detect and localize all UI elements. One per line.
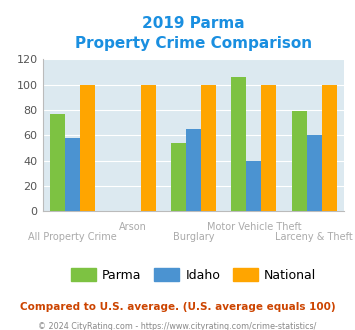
- Bar: [65, 138, 80, 211]
- Bar: [322, 85, 337, 211]
- Text: Arson: Arson: [119, 222, 147, 232]
- Bar: [80, 85, 95, 211]
- Text: All Property Crime: All Property Crime: [28, 232, 117, 243]
- Bar: [171, 143, 186, 211]
- Bar: [291, 111, 307, 211]
- Legend: Parma, Idaho, National: Parma, Idaho, National: [66, 263, 321, 287]
- Text: Burglary: Burglary: [173, 232, 214, 243]
- Bar: [141, 85, 156, 211]
- Text: Larceny & Theft: Larceny & Theft: [275, 232, 353, 243]
- Text: Motor Vehicle Theft: Motor Vehicle Theft: [207, 222, 301, 232]
- Bar: [201, 85, 216, 211]
- Title: 2019 Parma
Property Crime Comparison: 2019 Parma Property Crime Comparison: [75, 16, 312, 51]
- Bar: [246, 161, 261, 211]
- Bar: [186, 129, 201, 211]
- Bar: [50, 114, 65, 211]
- Text: © 2024 CityRating.com - https://www.cityrating.com/crime-statistics/: © 2024 CityRating.com - https://www.city…: [38, 322, 317, 330]
- Bar: [307, 135, 322, 211]
- Bar: [231, 77, 246, 211]
- Text: Compared to U.S. average. (U.S. average equals 100): Compared to U.S. average. (U.S. average …: [20, 302, 335, 312]
- Bar: [261, 85, 277, 211]
